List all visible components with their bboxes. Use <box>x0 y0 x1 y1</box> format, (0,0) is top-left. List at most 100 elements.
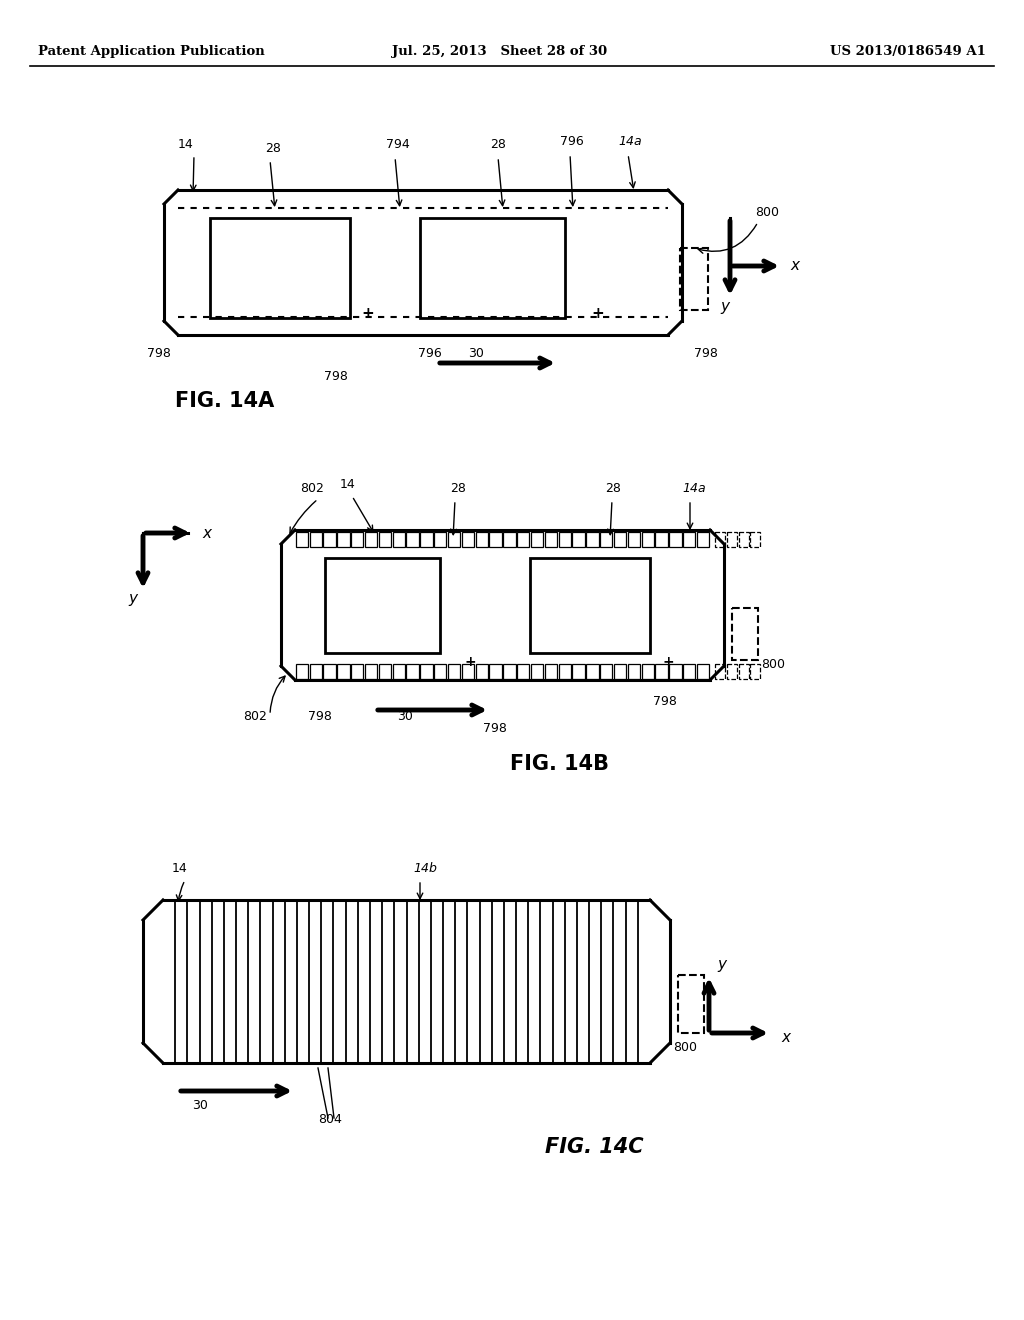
Text: y: y <box>717 957 726 973</box>
Text: 798: 798 <box>147 347 171 360</box>
Text: 30: 30 <box>193 1100 208 1111</box>
Bar <box>434 532 446 546</box>
Text: Jul. 25, 2013   Sheet 28 of 30: Jul. 25, 2013 Sheet 28 of 30 <box>392 45 607 58</box>
Text: 14a: 14a <box>618 135 642 148</box>
Bar <box>351 664 364 678</box>
Bar <box>600 532 612 546</box>
Text: y: y <box>128 591 137 606</box>
Text: 14: 14 <box>340 478 355 491</box>
Bar <box>683 532 695 546</box>
Text: 800: 800 <box>673 1041 697 1053</box>
Bar <box>296 532 308 546</box>
Bar <box>587 664 599 678</box>
Bar <box>600 664 612 678</box>
Bar <box>325 558 440 653</box>
Bar <box>628 664 640 678</box>
Text: 796: 796 <box>418 347 442 360</box>
Bar <box>504 532 515 546</box>
Bar <box>715 532 725 546</box>
Bar <box>296 664 308 678</box>
Bar <box>420 664 432 678</box>
Bar <box>324 532 336 546</box>
Text: x: x <box>790 259 799 273</box>
Text: 800: 800 <box>761 657 785 671</box>
Bar <box>670 532 682 546</box>
Bar <box>683 664 695 678</box>
Bar <box>670 664 682 678</box>
Text: Patent Application Publication: Patent Application Publication <box>38 45 265 58</box>
Bar <box>727 532 737 546</box>
Text: +: + <box>464 655 476 669</box>
Bar <box>434 664 446 678</box>
Bar <box>447 532 460 546</box>
Text: +: + <box>361 306 375 322</box>
Bar <box>751 532 761 546</box>
Bar <box>379 664 391 678</box>
Bar <box>420 218 565 318</box>
Bar <box>324 664 336 678</box>
Bar <box>680 248 708 310</box>
Bar <box>489 664 502 678</box>
Bar <box>210 218 350 318</box>
Text: 28: 28 <box>605 482 621 495</box>
Bar <box>475 532 487 546</box>
Text: 798: 798 <box>483 722 507 735</box>
Text: 30: 30 <box>397 710 413 723</box>
Text: FIG. 14C: FIG. 14C <box>545 1137 644 1158</box>
Text: 14: 14 <box>178 139 194 150</box>
Text: 796: 796 <box>560 135 584 148</box>
Bar <box>420 532 432 546</box>
Bar <box>614 664 627 678</box>
Bar <box>309 532 322 546</box>
Bar <box>309 664 322 678</box>
Text: 798: 798 <box>308 710 332 723</box>
Text: x: x <box>781 1031 790 1045</box>
Bar <box>392 664 404 678</box>
Bar <box>407 532 419 546</box>
Bar <box>727 664 737 678</box>
Bar <box>655 664 668 678</box>
Bar <box>365 664 377 678</box>
Text: 802: 802 <box>243 710 267 723</box>
Text: 14b: 14b <box>413 862 437 875</box>
Bar <box>545 532 557 546</box>
Bar <box>462 664 474 678</box>
Bar <box>559 532 570 546</box>
Bar <box>531 664 543 678</box>
Bar <box>628 532 640 546</box>
Bar <box>642 532 654 546</box>
Bar <box>530 558 650 653</box>
Bar <box>751 664 761 678</box>
Bar <box>697 532 710 546</box>
Bar <box>379 532 391 546</box>
Bar <box>545 664 557 678</box>
Text: y: y <box>721 300 729 314</box>
Text: US 2013/0186549 A1: US 2013/0186549 A1 <box>830 45 986 58</box>
Bar <box>337 532 349 546</box>
Text: 28: 28 <box>490 139 506 150</box>
Text: 28: 28 <box>265 143 281 154</box>
Bar <box>715 664 725 678</box>
Text: 794: 794 <box>386 139 410 150</box>
Text: 798: 798 <box>324 370 348 383</box>
Bar <box>489 532 502 546</box>
Text: 798: 798 <box>694 347 718 360</box>
Bar <box>447 664 460 678</box>
Text: 14a: 14a <box>682 482 706 495</box>
Text: 804: 804 <box>318 1113 342 1126</box>
Bar <box>655 532 668 546</box>
Text: FIG. 14B: FIG. 14B <box>510 754 609 774</box>
Bar <box>475 664 487 678</box>
Bar <box>351 532 364 546</box>
Bar <box>504 664 515 678</box>
Bar <box>738 532 749 546</box>
Text: 800: 800 <box>755 206 779 219</box>
Bar <box>559 664 570 678</box>
Bar <box>614 532 627 546</box>
Bar <box>732 609 758 660</box>
Bar <box>365 532 377 546</box>
Text: 802: 802 <box>300 482 324 495</box>
Bar <box>337 664 349 678</box>
Bar <box>392 532 404 546</box>
Text: 14: 14 <box>172 862 187 875</box>
